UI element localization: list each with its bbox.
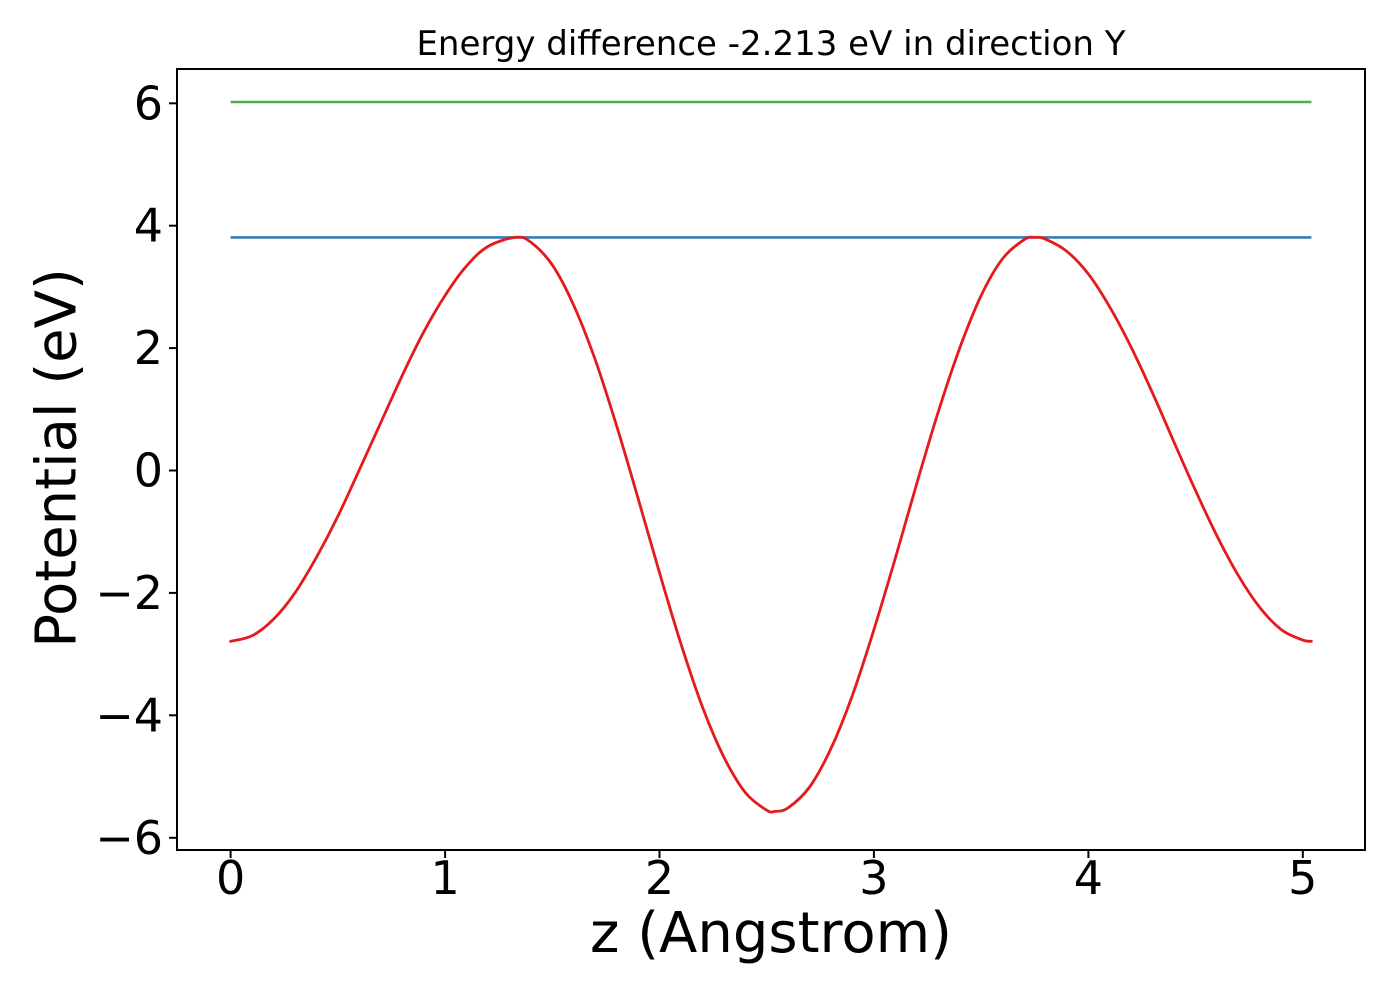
y-tick-label: 2	[134, 321, 163, 375]
planar-average-potential-curve	[229, 235, 1313, 814]
x-tick-label: 5	[1288, 851, 1317, 905]
y-tick-label: −2	[95, 566, 163, 620]
x-tick-label: 2	[645, 851, 674, 905]
x-tick-label: 0	[216, 851, 245, 905]
chart-title: Energy difference -2.213 eV in direction…	[416, 24, 1126, 64]
y-axis-label: Potential (eV)	[24, 268, 90, 648]
y-tick-label: 6	[134, 76, 163, 130]
x-tick-label: 1	[430, 851, 459, 905]
x-tick-label: 3	[859, 851, 888, 905]
x-axis-label: z (Angstrom)	[590, 901, 952, 966]
y-tick-label: −4	[95, 688, 163, 742]
plot-border	[176, 68, 1366, 851]
x-tick-label: 4	[1074, 851, 1103, 905]
y-tick-label: −6	[95, 811, 163, 865]
y-tick-label: 0	[134, 444, 163, 498]
y-tick-label: 4	[134, 199, 163, 253]
